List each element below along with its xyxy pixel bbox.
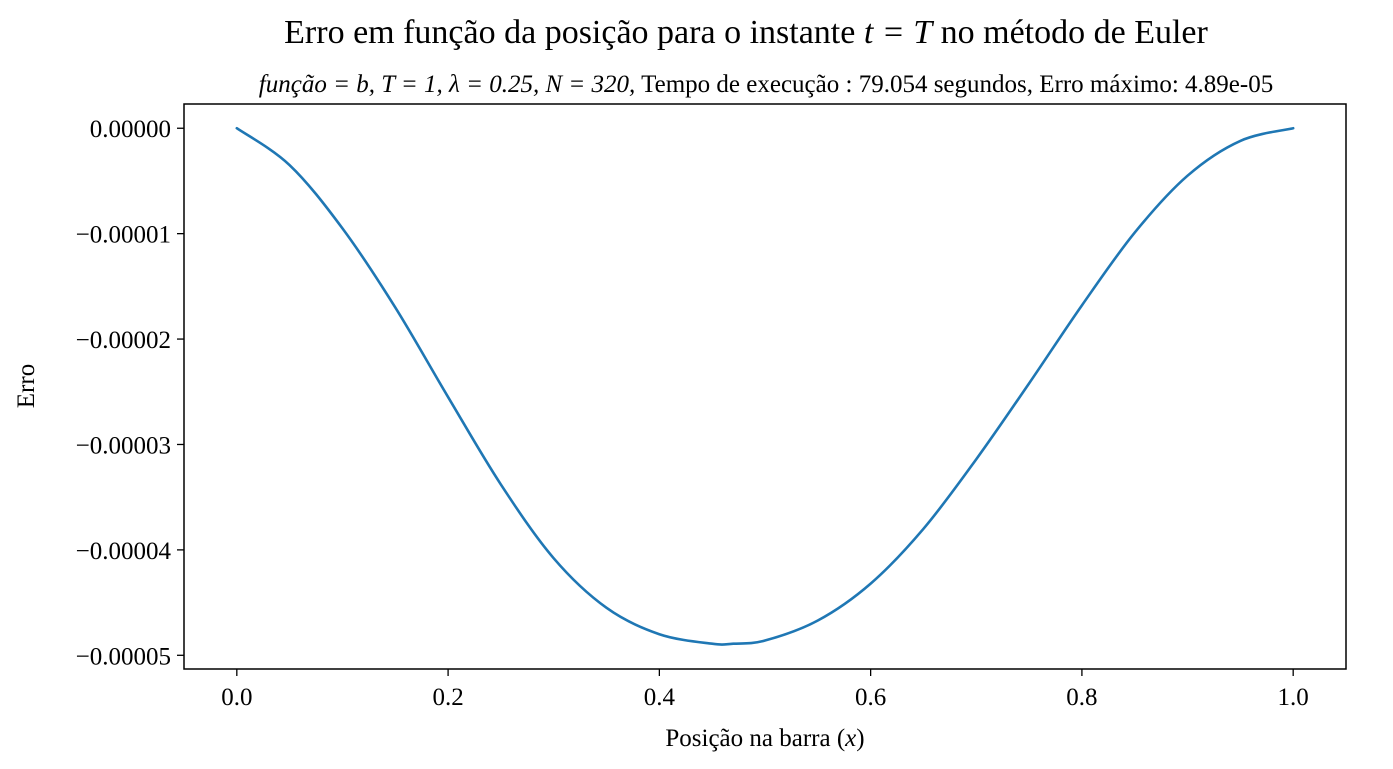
subtitle-tempo-label: Tempo de execução : xyxy=(641,71,852,98)
x-tick-label: 0.0 xyxy=(221,684,252,711)
subtitle-funcao: função = b, xyxy=(259,71,375,98)
y-axis-ticks: 0.00000 −0.00001 −0.00002 −0.00003 −0.00004 −… xyxy=(76,116,184,670)
y-tick-label: 0.00000 xyxy=(90,116,171,143)
chart-title-text-end: no método de Euler xyxy=(932,14,1208,51)
x-axis-ticks: 0.0 0.2 0.4 0.6 0.8 1.0 xyxy=(221,669,1309,711)
subtitle-erro-value: 4.89e-05 xyxy=(1185,71,1273,98)
y-tick-label: −0.00004 xyxy=(76,538,172,565)
x-axis-label-math: x xyxy=(844,725,856,752)
chart-title: Erro em função da posição para o instant… xyxy=(284,14,1208,51)
x-axis-label: Posição na barra (x) xyxy=(665,725,864,752)
x-tick-label: 0.4 xyxy=(644,684,676,711)
subtitle-lambda: λ = 0.25, xyxy=(448,71,539,98)
chart-title-math: t = T xyxy=(864,14,934,51)
y-axis-label: Erro xyxy=(13,364,40,408)
x-axis-label-close: ) xyxy=(856,725,864,752)
x-tick-label: 0.6 xyxy=(855,684,886,711)
x-axis-label-text: Posição na barra ( xyxy=(665,725,845,752)
y-tick-label: −0.00003 xyxy=(76,432,171,459)
y-tick-label: −0.00005 xyxy=(76,643,171,670)
y-tick-label: −0.00001 xyxy=(76,222,171,249)
subtitle-tempo-value: 79.054 xyxy=(859,71,928,98)
series-layer xyxy=(235,126,1295,646)
subtitle-N: N = 320, xyxy=(544,71,635,98)
series-line xyxy=(235,126,1295,646)
subtitle-T: T = 1, xyxy=(381,71,443,98)
chart-subtitle: função = b, T = 1, λ = 0.25, N = 320, Te… xyxy=(259,71,1273,98)
chart-title-text: Erro em função da posição para o instant… xyxy=(284,14,864,51)
x-tick-label: 1.0 xyxy=(1278,684,1309,711)
y-tick-label: −0.00002 xyxy=(76,327,171,354)
plot-area-frame xyxy=(183,103,1347,670)
x-tick-label: 0.8 xyxy=(1066,684,1097,711)
subtitle-tempo-unit: segundos, Erro máximo: xyxy=(934,71,1179,98)
x-tick-label: 0.2 xyxy=(432,684,463,711)
